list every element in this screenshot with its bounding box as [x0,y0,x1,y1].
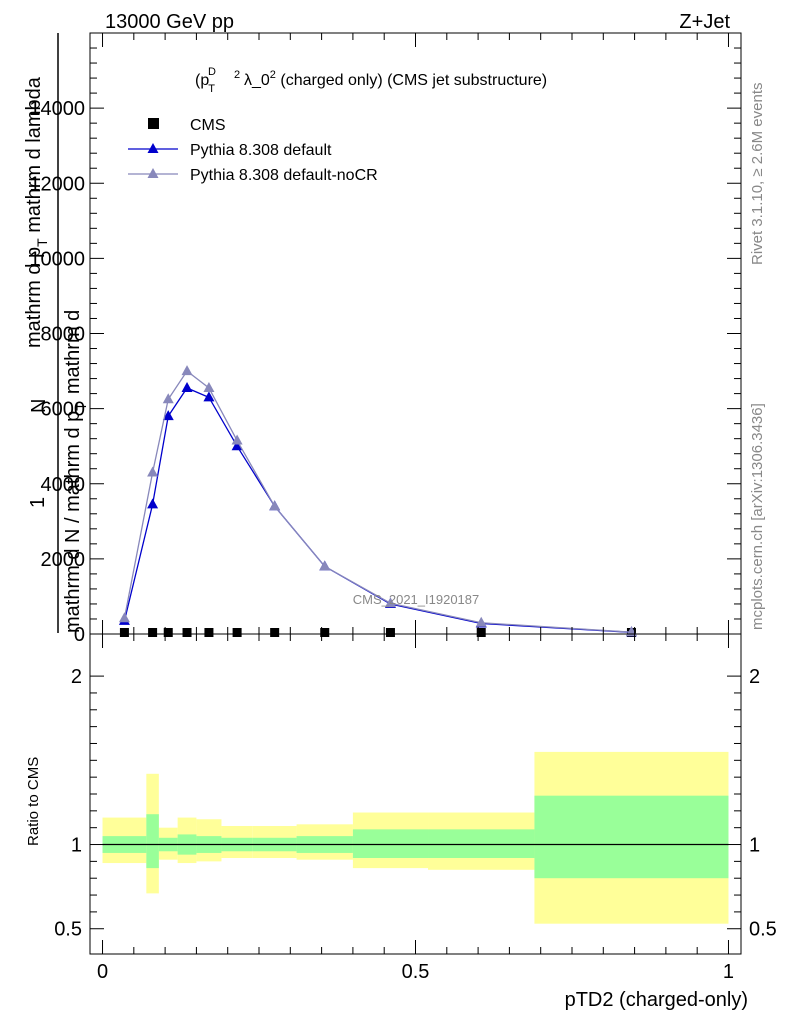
series-marker-triangle [147,498,159,509]
y-tick-label: 2000 [41,549,86,571]
uncertainty-band-inner [534,795,729,879]
mcplots-credit-label: mcplots.cern.ch [arXiv:1306.3436] [749,403,766,630]
uncertainty-band-inner [428,829,535,858]
main-plot-axes: 0 2000 4000 6000 8000 10000 12000 14000 [29,33,741,646]
data-point-square [476,628,486,637]
analysis-watermark: CMS_2021_I1920187 [353,592,480,607]
y-tick-label: 4000 [41,474,86,496]
series-layer [118,365,637,637]
main-plot-frame [89,32,742,635]
y-tick-label: 10000 [29,248,85,270]
x-tick-label: 1 [723,961,734,983]
series-marker-triangle [203,391,215,402]
final-state-label: Z+Jet [679,11,730,33]
ratio-y-tick-label-right: 0.5 [749,919,777,941]
uncertainty-band-inner [146,814,159,869]
ratio-plot-panel: 0.5 0.5 1 1 2 2 0 0.5 1 Ratio to CMS pTD2 (charg… [25,633,777,1011]
legend-marker-triangle [147,168,159,178]
ratio-y-tick-label: 2 [71,666,82,688]
y-label-denominator: mathrm d N / mathrm d pTmathrm d [62,310,89,633]
ratio-y-tick-label-right: 1 [749,835,760,857]
plot-title: (pTD [195,66,216,95]
legend-marker-triangle [147,143,159,153]
legend-label: Pythia 8.308 default [190,142,332,159]
series-marker-triangle [475,616,487,627]
y-label-numerator-n: N [28,399,50,413]
y-tick-label: 0 [74,624,85,646]
y-tick-label: 8000 [41,324,86,346]
rivet-version-label: Rivet 3.1.10, ≥ 2.6M events [749,83,766,266]
data-point-square [182,628,192,637]
data-point-square [119,628,129,637]
ratio-plot-axes: 0.5 0.5 1 1 2 2 0 0.5 1 [54,634,777,983]
series-marker-triangle [319,560,331,571]
ratio-y-tick-label: 0.5 [54,919,82,941]
series-marker-triangle [162,393,174,404]
series-marker-triangle [269,500,281,511]
y-label-mid: mathrm d pT mathrm d lambda [23,76,50,348]
y-tick-label: 6000 [41,399,86,421]
plot-title-sup: 2 [234,69,240,81]
ratio-bands [102,751,729,924]
series-marker-triangle [231,440,243,451]
data-point-square [163,628,173,637]
y-label-one: 1 [27,497,49,508]
y-tick-label: 12000 [29,173,85,195]
x-axis-label: pTD2 (charged-only) [565,989,748,1011]
x-tick-label: 0.5 [402,961,430,983]
legend-label: Pythia 8.308 default-noCR [190,167,378,184]
ratio-y-tick-label: 1 [71,835,82,857]
y-tick-label: 14000 [29,98,85,120]
legend-label: CMS [190,117,226,134]
ratio-y-axis-label: Ratio to CMS [25,757,42,846]
plot-title-rest: λ_02 (charged only) (CMS jet substructur… [244,69,547,89]
series-marker-triangle [384,597,396,608]
series-marker-triangle [162,410,174,421]
uncertainty-band-inner [352,829,429,858]
legend: CMS Pythia 8.308 default Pythia 8.308 defa… [128,117,378,184]
data-point-square [270,628,280,637]
data-point-square [148,628,158,637]
series-marker-triangle [181,365,193,376]
series-marker-triangle [231,434,243,445]
process-label: 13000 GeV pp [105,11,234,33]
x-tick-label: 0 [97,961,108,983]
series-marker-triangle [203,381,215,392]
legend-marker-square [148,118,159,129]
series-marker-triangle [118,612,130,623]
data-point-square [204,628,214,637]
data-point-square [385,628,395,637]
main-y-axis-label: 1 mathrm d N / mathrm d pTmathrm d N mat… [23,33,89,633]
data-point-square [320,628,330,637]
series-marker-triangle [181,381,193,392]
series-marker-triangle [147,466,159,477]
ratio-y-tick-label-right: 2 [749,666,760,688]
data-point-square [232,628,242,637]
